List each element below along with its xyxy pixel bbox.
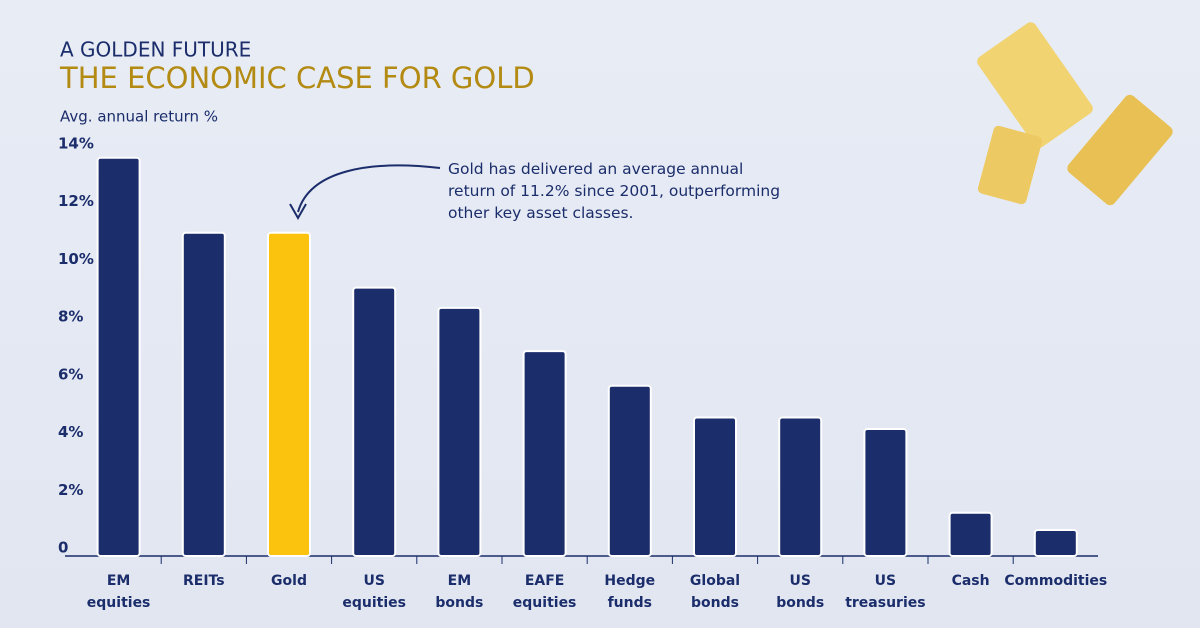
bar [181, 231, 226, 558]
bar [607, 384, 652, 557]
bar [352, 286, 397, 557]
bar [1033, 529, 1078, 557]
x-tick-label: US bonds [776, 573, 825, 611]
y-tick-label: 6% [58, 365, 83, 383]
chart-title: THE ECONOMIC CASE FOR GOLD [59, 61, 535, 95]
bar [948, 511, 993, 558]
gold-bars-decoration [977, 22, 1173, 206]
bar [522, 350, 567, 557]
x-tick-label: US equities [342, 573, 406, 611]
x-tick-label: Hedge funds [604, 573, 656, 611]
y-tick-label: 12% [58, 192, 94, 210]
y-tick-label: 10% [58, 250, 94, 268]
bar [96, 156, 141, 557]
x-tick-label: EAFE equities [512, 573, 577, 611]
x-tick-label: Gold [271, 573, 307, 589]
x-tick-label: EM equities [86, 573, 151, 611]
kicker: A GOLDEN FUTURE [60, 38, 251, 62]
y-tick-label: 8% [58, 308, 83, 326]
y-tick-label: 14% [58, 135, 94, 153]
x-tick-label: Global bonds [689, 573, 741, 611]
x-tick-label: REITs [183, 573, 225, 589]
y-axis-label: Avg. annual return % [60, 108, 218, 126]
annotation: Gold has delivered an average annual ret… [448, 160, 781, 222]
x-tick-label: Cash [951, 573, 990, 589]
bar [778, 416, 823, 557]
bar [693, 416, 737, 557]
bar [863, 428, 908, 557]
x-tick-label: US treasuries [845, 573, 926, 611]
annotation-arrowhead [289, 203, 307, 221]
x-tick-label: Commodities [1004, 573, 1108, 589]
y-tick-label: 0 [58, 539, 68, 557]
y-tick-label: 2% [58, 481, 83, 499]
annotation-arrow [297, 164, 441, 213]
bar [437, 306, 482, 558]
bar [267, 231, 311, 558]
y-tick-label: 4% [58, 423, 83, 441]
x-tick-label: EM bonds [435, 573, 484, 611]
